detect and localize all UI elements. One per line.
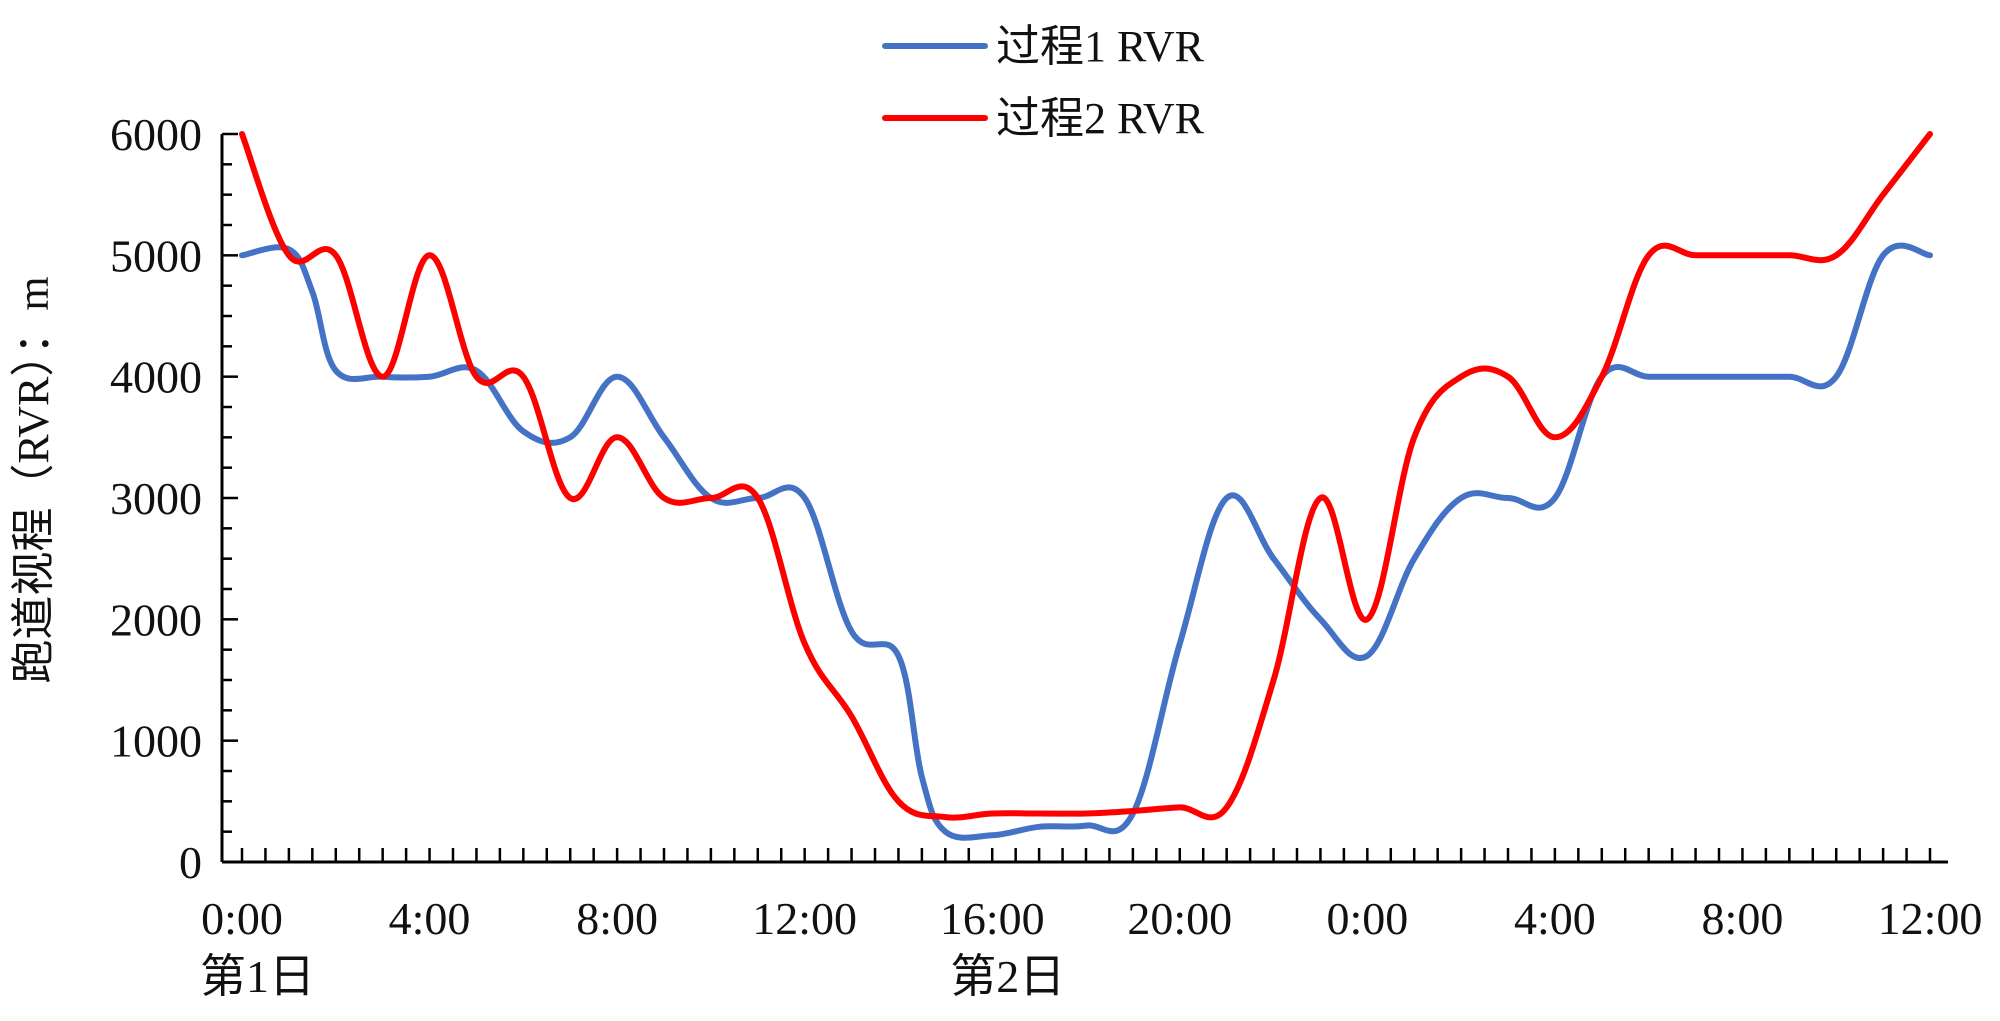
- x-tick-label: 4:00: [1514, 893, 1596, 944]
- x-tick-label: 16:00: [940, 893, 1045, 944]
- x-tick-label: 8:00: [1702, 893, 1784, 944]
- day-label: 第1日: [200, 951, 315, 1002]
- minor-ticks: [222, 132, 1932, 864]
- y-tick-label: 3000: [110, 473, 202, 524]
- y-tick-label: 4000: [110, 352, 202, 403]
- y-ticks: 0 1000 2000 3000 4000 5000 6000: [110, 109, 202, 888]
- y-tick-label: 1000: [110, 716, 202, 767]
- y-tick-label: 0: [179, 837, 202, 888]
- y-tick-label: 5000: [110, 230, 202, 281]
- legend: 过程1 RVR 过程2 RVR: [882, 22, 1205, 143]
- x-ticks: 0:00 4:00 8:00 12:00 16:00 20:00 0:00 4:00 8:00 1…: [200, 893, 1982, 1002]
- y-tick-label: 6000: [110, 109, 202, 160]
- x-tick-label: 12:00: [1878, 893, 1983, 944]
- x-tick-label: 0:00: [1326, 893, 1408, 944]
- series-line-2: [239, 131, 1933, 821]
- day-label: 第2日: [950, 951, 1065, 1002]
- x-tick-label: 4:00: [389, 893, 471, 944]
- legend-label-1: 过程1 RVR: [996, 22, 1205, 71]
- y-axis-label: 跑道视程（RVR）：m: [9, 276, 58, 683]
- series-line-1: [239, 242, 1933, 841]
- x-tick-label: 0:00: [201, 893, 283, 944]
- x-tick-label: 8:00: [576, 893, 658, 944]
- legend-label-2: 过程2 RVR: [996, 94, 1205, 143]
- x-tick-label: 12:00: [752, 893, 857, 944]
- axes: [220, 134, 1948, 864]
- x-tick-label: 20:00: [1127, 893, 1232, 944]
- y-tick-label: 2000: [110, 594, 202, 645]
- series-lines: [239, 131, 1933, 841]
